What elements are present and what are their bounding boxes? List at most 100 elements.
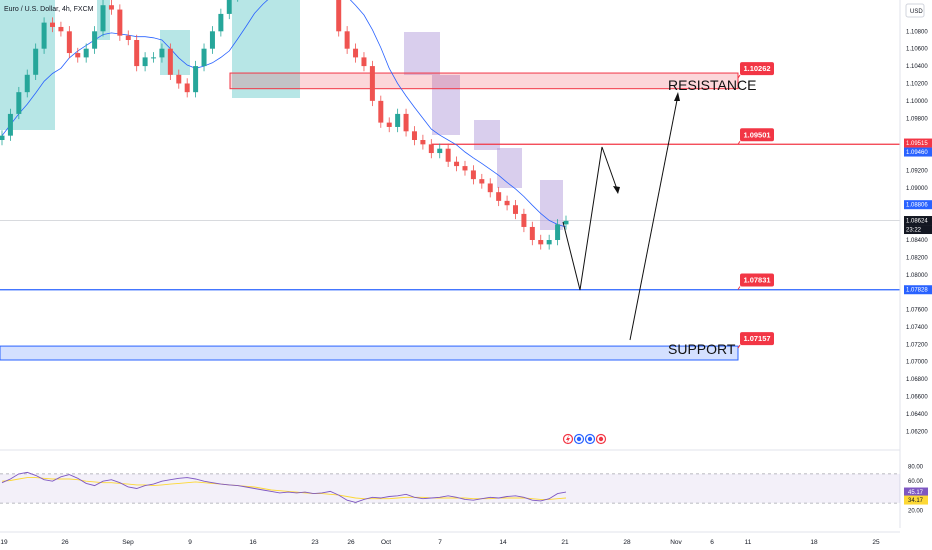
- projection-path-short[interactable]: [562, 146, 619, 291]
- candle-body: [7, 113, 13, 136]
- candle-body: [184, 83, 190, 93]
- y-tick-label: 1.07200: [906, 342, 928, 348]
- currency-label: USD: [910, 9, 923, 15]
- purple-zone-box: [404, 32, 440, 75]
- candle-body: [125, 35, 131, 40]
- x-tick-label: 19: [0, 539, 8, 546]
- x-tick-label: Nov: [670, 539, 682, 546]
- x-tick-label: 26: [61, 539, 69, 546]
- highlight-boxes: [0, 0, 563, 230]
- rsi-ma-value-tag: [904, 495, 928, 505]
- candle-body: [470, 170, 476, 180]
- candle-body: [546, 240, 552, 245]
- support-zone: [0, 345, 739, 361]
- candle-body: [411, 131, 417, 140]
- x-tick-label: 16: [249, 539, 257, 546]
- y-tick-label: 1.06800: [906, 377, 928, 383]
- y-tick-label: 1.08200: [906, 255, 928, 261]
- horizontal-lines[interactable]: [0, 143, 900, 291]
- candle-body: [487, 183, 493, 193]
- circle-glyph: [587, 436, 593, 442]
- y-tick-label: 1.08400: [906, 238, 928, 244]
- x-tick-label: 25: [872, 539, 880, 546]
- chart-title: Euro / U.S. Dollar, 4h, FXCM: [4, 6, 94, 13]
- x-tick-label: Sep: [122, 539, 134, 546]
- y-tick-label: 1.07600: [906, 308, 928, 314]
- projection-path-long[interactable]: [629, 94, 679, 341]
- y-tick-label: 1.09800: [906, 116, 928, 122]
- candle-body: [529, 226, 535, 240]
- rsi-value-label: 45.17: [908, 490, 924, 496]
- y-tick-label: 1.06400: [906, 412, 928, 418]
- callout-pointer: [737, 74, 741, 79]
- callout-label: 1.10262: [743, 64, 770, 73]
- lightning-glyph: [566, 435, 570, 443]
- rsi-value-tag: [904, 487, 928, 497]
- teal-zone-box: [232, 0, 300, 98]
- purple-zone-box: [540, 180, 563, 230]
- candle-body: [428, 144, 434, 154]
- circle-glyph: [576, 436, 582, 442]
- candle-body: [33, 48, 39, 75]
- candle-body: [209, 31, 215, 49]
- callout-pointer: [737, 344, 741, 349]
- candles: [0, 0, 569, 250]
- y-tick-label: 1.07400: [906, 325, 928, 331]
- candle-body: [58, 26, 64, 32]
- callout-label: 1.07831: [743, 275, 770, 284]
- rsi-pane[interactable]: 80.00 60.00 20.00 45.17 34.17: [0, 449, 928, 514]
- candle-body: [378, 100, 384, 123]
- candle-body: [100, 5, 106, 32]
- candle-body: [369, 66, 375, 101]
- candle-body: [16, 92, 22, 114]
- indicator-icons[interactable]: [562, 433, 607, 445]
- zones[interactable]: [0, 72, 739, 361]
- time-axis[interactable]: 19 26 Sep 9 16 23 26 Oct 7 14 21 28 Nov 6 11 18 25: [0, 531, 900, 546]
- currency-badge[interactable]: [905, 3, 925, 18]
- candle-body: [159, 48, 165, 58]
- price-callouts: 1.10262 1.09501 1.07831 1.07157: [737, 62, 774, 349]
- candle-body: [353, 48, 359, 58]
- x-tick-label: 14: [499, 539, 507, 546]
- candle-body: [403, 113, 409, 132]
- rsi-level-label: 80.00: [908, 465, 924, 471]
- price-tag-label: 1.08624: [906, 219, 928, 225]
- candle-body: [496, 192, 502, 201]
- x-tick-label: 9: [188, 539, 192, 546]
- candle-body: [50, 22, 56, 27]
- candle-body: [176, 74, 182, 84]
- callout-pointer: [737, 140, 741, 145]
- candle-body: [538, 240, 544, 245]
- candle-body: [142, 57, 148, 67]
- candle-body: [344, 31, 350, 49]
- price-tag: [904, 138, 932, 148]
- y-tick-label: 1.08000: [906, 273, 928, 279]
- candle-body: [201, 48, 207, 67]
- candle-body: [226, 0, 232, 14]
- x-tick-label: 23: [311, 539, 319, 546]
- candle-body: [437, 148, 443, 154]
- candle-body: [117, 9, 123, 36]
- price-tag: [904, 216, 932, 226]
- projection-arrows[interactable]: [562, 92, 680, 341]
- x-tick-label: 18: [810, 539, 818, 546]
- candle-body: [134, 40, 140, 67]
- x-tick-label: 11: [745, 539, 752, 546]
- candle-body: [420, 140, 426, 145]
- y-tick-label: 1.10800: [906, 29, 928, 35]
- x-tick-label: 6: [710, 539, 714, 546]
- candle-body: [108, 5, 114, 10]
- price-tag-label: 1.09460: [906, 150, 928, 156]
- rsi-ma-value-label: 34.17: [908, 498, 924, 504]
- price-tag-label: 1.08806: [906, 203, 928, 209]
- arrowhead-short: [613, 186, 620, 194]
- candle-body: [504, 200, 510, 206]
- y-tick-label: 1.07000: [906, 360, 928, 366]
- y-tick-label: 1.10600: [906, 47, 928, 53]
- x-tick-label: 21: [561, 539, 569, 546]
- callout-pointer: [737, 286, 741, 290]
- y-tick-label: 1.09000: [906, 186, 928, 192]
- rsi-level-label: 60.00: [908, 479, 924, 485]
- price-axis[interactable]: 1.10800 1.10600 1.10400 1.10200 1.10000 1.098…: [899, 0, 928, 528]
